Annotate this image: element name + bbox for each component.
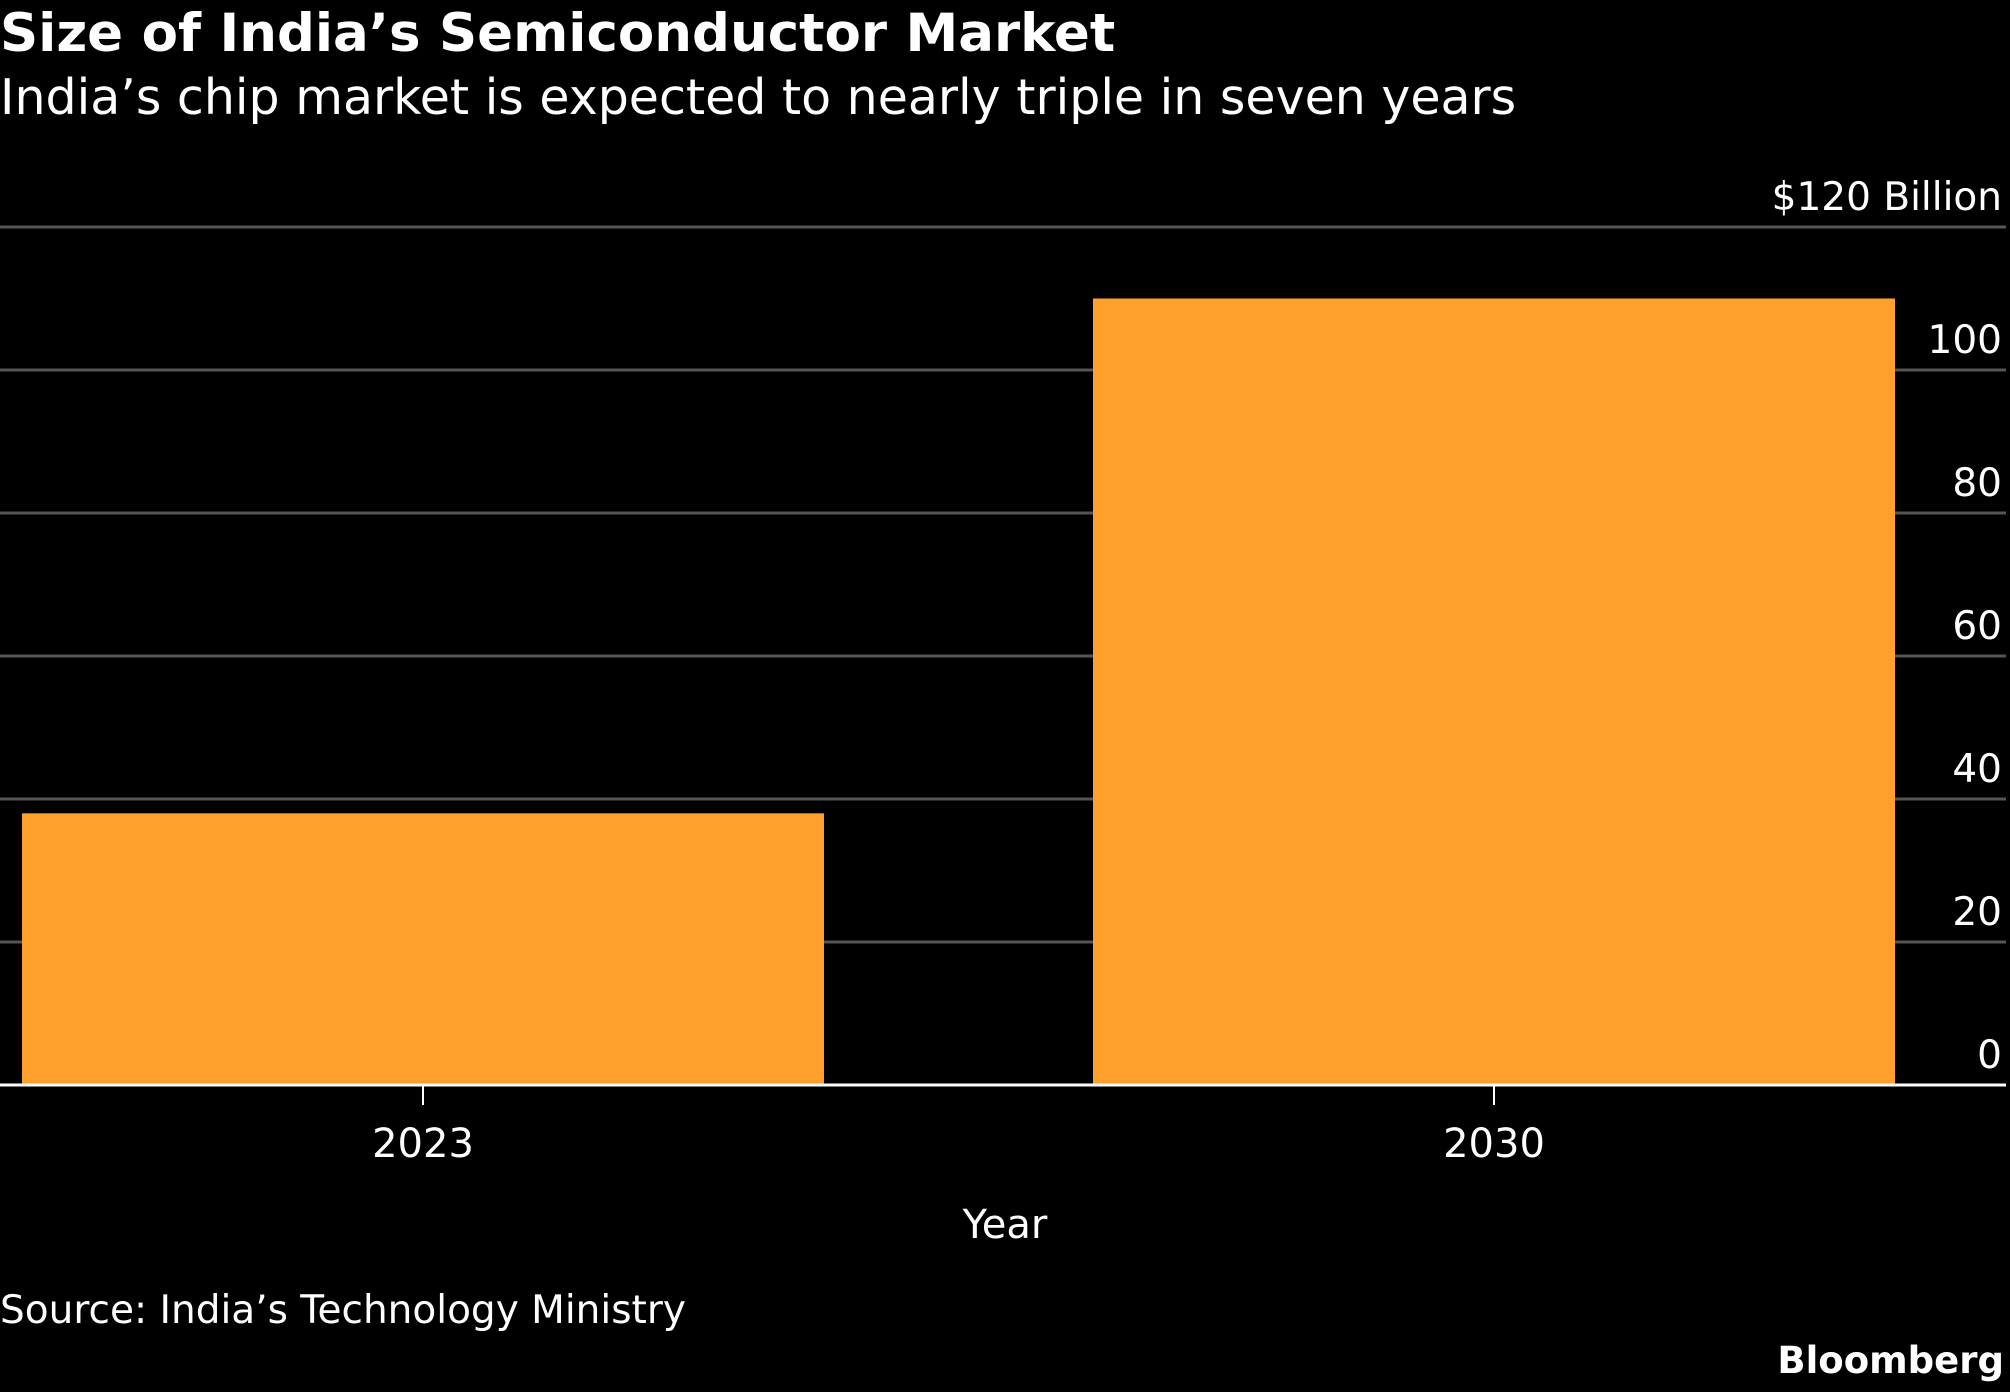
y-tick-label: 20 [1952, 890, 2002, 935]
y-tick-label: $120 Billion [1772, 175, 2002, 220]
y-tick-label: 40 [1952, 747, 2002, 792]
x-tick-label: 2023 [372, 1121, 474, 1167]
x-tick-label: 2030 [1443, 1121, 1545, 1167]
bar-2023 [22, 813, 824, 1085]
chart-subtitle: India’s chip market is expected to nearl… [0, 69, 1517, 126]
chart-title: Size of India’s Semiconductor Market [0, 3, 1116, 64]
bars [22, 298, 1895, 1085]
bloomberg-logo: Bloomberg [1777, 1339, 2004, 1382]
axes: 0 20 40 60 80 100 $120 Billion 2023 2030 [0, 175, 2006, 1167]
y-tick-label: 80 [1952, 461, 2002, 506]
source-note: Source: India’s Technology Ministry [0, 1288, 686, 1333]
bar-2030 [1093, 298, 1895, 1085]
y-tick-label: 60 [1952, 604, 2002, 649]
x-axis-title: Year [962, 1202, 1048, 1248]
y-tick-label: 100 [1928, 318, 2002, 363]
y-tick-label: 0 [1977, 1033, 2002, 1078]
